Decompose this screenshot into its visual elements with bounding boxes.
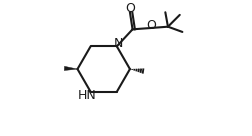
Text: HN: HN (78, 89, 97, 102)
Text: N: N (113, 37, 123, 50)
Polygon shape (64, 66, 78, 70)
Text: O: O (147, 19, 156, 32)
Text: O: O (126, 2, 136, 16)
